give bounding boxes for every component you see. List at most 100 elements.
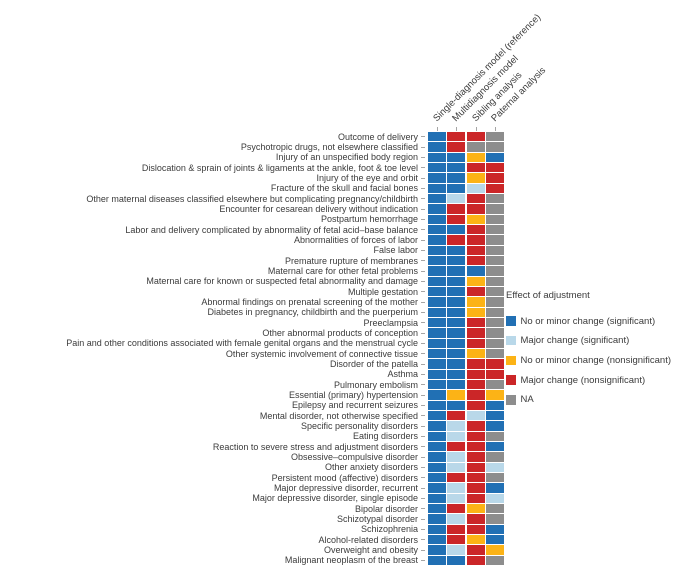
row-axis-tick bbox=[421, 415, 425, 417]
heatmap-cell bbox=[466, 431, 485, 442]
row-label: Preeclampsia bbox=[363, 317, 418, 328]
heatmap-cell bbox=[447, 483, 466, 493]
heatmap-cell bbox=[466, 369, 485, 380]
heatmap-cell bbox=[428, 163, 446, 173]
heatmap-cell bbox=[447, 132, 466, 142]
heatmap-cell bbox=[466, 307, 485, 318]
heatmap-cell bbox=[466, 421, 485, 431]
heatmap-cell bbox=[466, 214, 485, 225]
row-axis-tick bbox=[421, 487, 425, 489]
heatmap-cell bbox=[466, 535, 485, 545]
heatmap-cell bbox=[447, 276, 466, 287]
heatmap-cell bbox=[486, 276, 504, 287]
column-axis-tick bbox=[436, 127, 438, 131]
heatmap-cell bbox=[447, 297, 466, 307]
row-axis-tick bbox=[421, 156, 425, 158]
heatmap-cell bbox=[466, 204, 485, 214]
heatmap-cell bbox=[428, 411, 446, 421]
legend-item: No or minor change (significant) bbox=[506, 316, 655, 327]
heatmap-cell bbox=[428, 287, 446, 297]
row-axis-tick bbox=[421, 167, 425, 169]
heatmap-cell bbox=[447, 266, 466, 276]
heatmap-cell bbox=[447, 555, 466, 566]
heatmap-cell bbox=[486, 535, 504, 545]
row-label: Maternal care for other fetal problems bbox=[267, 265, 418, 276]
heatmap-cell bbox=[466, 473, 485, 483]
row-axis-tick bbox=[421, 404, 425, 406]
row-axis-tick bbox=[421, 291, 425, 293]
heatmap-cell bbox=[486, 266, 504, 276]
heatmap-cell bbox=[428, 442, 446, 452]
row-axis-tick bbox=[421, 322, 425, 324]
heatmap-cell bbox=[447, 359, 466, 369]
column-axis-tick bbox=[475, 127, 477, 131]
heatmap-cell bbox=[428, 194, 446, 204]
heatmap-cell bbox=[447, 545, 466, 555]
legend-swatch bbox=[506, 335, 516, 346]
row-label: Abnormalities of forces of labor bbox=[293, 234, 418, 245]
heatmap-cell bbox=[466, 452, 485, 462]
row-axis-tick bbox=[421, 559, 425, 561]
heatmap-cell bbox=[447, 183, 466, 194]
heatmap-cell bbox=[466, 524, 485, 535]
heatmap-cell bbox=[486, 214, 504, 225]
row-label: Specific personality disorders bbox=[300, 420, 418, 431]
row-label: Malignant neoplasm of the breast bbox=[284, 555, 418, 566]
heatmap-cell bbox=[447, 287, 466, 297]
heatmap-cell bbox=[447, 452, 466, 462]
heatmap-cell bbox=[447, 318, 466, 328]
heatmap-cell bbox=[486, 132, 504, 142]
heatmap-cell bbox=[447, 442, 466, 452]
row-label: Dislocation & sprain of joints & ligamen… bbox=[141, 162, 418, 173]
row-label: Other anxiety disorders bbox=[324, 462, 418, 473]
row-label: Abnormal findings on prenatal screening … bbox=[201, 296, 418, 307]
heatmap-cell bbox=[486, 194, 504, 204]
heatmap-cell bbox=[428, 421, 446, 431]
row-axis-tick bbox=[421, 342, 425, 344]
heatmap-cell bbox=[428, 369, 446, 380]
row-label: Schizotypal disorder bbox=[336, 513, 418, 524]
row-label: Other abnormal products of conception bbox=[262, 327, 418, 338]
heatmap-cell bbox=[447, 380, 466, 390]
heatmap-cell bbox=[447, 390, 466, 400]
row-label: Injury of the eye and orbit bbox=[316, 172, 418, 183]
row-label: Outcome of delivery bbox=[337, 131, 418, 142]
heatmap-cell bbox=[486, 349, 504, 359]
heatmap-cell bbox=[428, 452, 446, 462]
heatmap-cell bbox=[466, 390, 485, 400]
heatmap-cell bbox=[428, 318, 446, 328]
heatmap-cell bbox=[466, 225, 485, 235]
row-label: Overweight and obesity bbox=[323, 544, 418, 555]
row-label: Injury of an unspecified body region bbox=[275, 152, 418, 163]
row-axis-tick bbox=[421, 384, 425, 386]
heatmap-cell bbox=[486, 307, 504, 318]
heatmap-cell bbox=[486, 287, 504, 297]
heatmap-cell bbox=[428, 431, 446, 442]
heatmap-cell bbox=[428, 266, 446, 276]
heatmap-cell bbox=[486, 411, 504, 421]
heatmap-cell bbox=[486, 256, 504, 266]
row-axis-tick bbox=[421, 177, 425, 179]
heatmap-cell bbox=[428, 359, 446, 369]
heatmap-cell bbox=[466, 328, 485, 338]
row-label: Bipolar disorder bbox=[354, 503, 418, 514]
row-axis-tick bbox=[421, 229, 425, 231]
heatmap-cell bbox=[486, 338, 504, 349]
heatmap-cell bbox=[428, 545, 446, 555]
heatmap-cell bbox=[466, 235, 485, 245]
row-axis-tick bbox=[421, 549, 425, 551]
row-label: Postpartum hemorrhage bbox=[320, 214, 418, 225]
heatmap-cell bbox=[447, 462, 466, 473]
heatmap-cell bbox=[486, 390, 504, 400]
column-axis-tick bbox=[495, 127, 497, 131]
row-label: Other maternal diseases classified elsew… bbox=[86, 193, 418, 204]
row-label: Multiple gestation bbox=[347, 286, 418, 297]
column-axis-tick bbox=[456, 127, 458, 131]
heatmap-cell bbox=[486, 359, 504, 369]
heatmap-cell bbox=[428, 338, 446, 349]
row-label: Other systemic involvement of connective… bbox=[225, 348, 418, 359]
heatmap-cell bbox=[486, 504, 504, 514]
row-label: Persistent mood (affective) disorders bbox=[271, 472, 418, 483]
row-axis-tick bbox=[421, 435, 425, 437]
